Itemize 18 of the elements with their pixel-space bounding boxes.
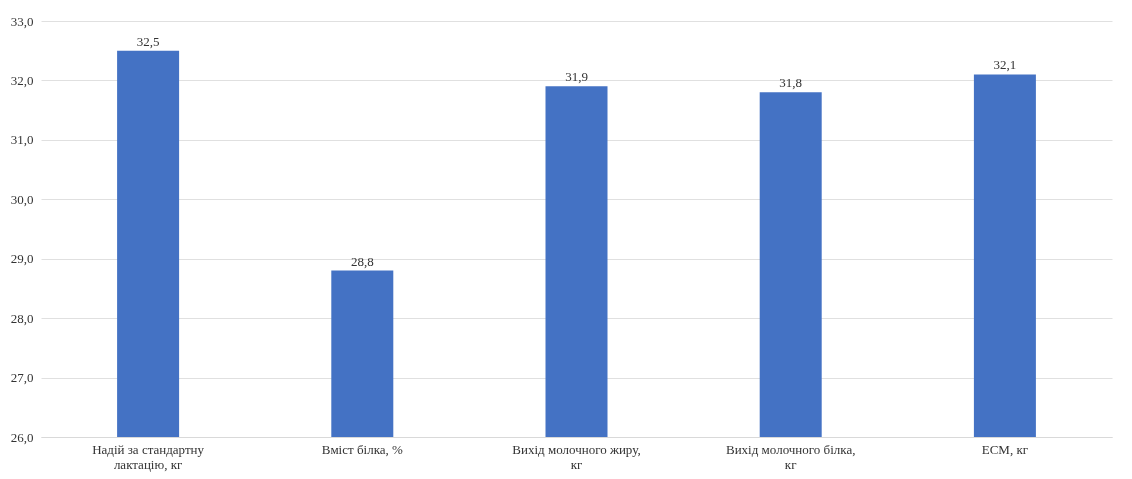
x-tick-label: Надій за стандартну лактацію, кг — [92, 441, 205, 472]
y-tick-label: 28,0 — [10, 310, 34, 326]
y-tick-label: 27,0 — [10, 370, 34, 386]
x-tick-label: Вихід молочного жиру, кг — [512, 441, 641, 472]
data-label: 31,9 — [565, 69, 588, 85]
y-tick-label: 30,0 — [10, 191, 34, 207]
y-tick-label: 26,0 — [10, 429, 34, 445]
y-tick-label: 31,0 — [10, 132, 34, 148]
x-tick-label: ECM, кг — [981, 441, 1029, 457]
data-label: 32,5 — [136, 33, 160, 49]
y-tick-label: 32,0 — [10, 72, 34, 88]
x-tick-label: Вміст білка, % — [321, 441, 404, 457]
y-tick-label: 33,0 — [10, 13, 34, 29]
data-label: 28,8 — [350, 253, 374, 269]
data-label: 31,8 — [779, 75, 803, 91]
data-label: 32,1 — [993, 57, 1017, 73]
x-tick-label: Вихід молочного білка, кг — [725, 441, 856, 472]
y-tick-label: 29,0 — [10, 251, 34, 267]
